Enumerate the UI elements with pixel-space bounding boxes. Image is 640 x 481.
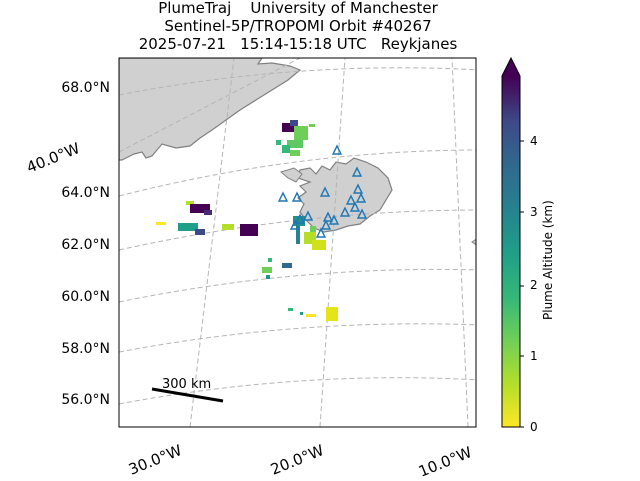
plume-patch [287, 140, 303, 148]
volcano-triangle-icon [294, 213, 306, 224]
latitude-label: 64.0°N [61, 185, 110, 201]
latitude-label: 58.0°N [61, 341, 110, 357]
plume-patch [266, 275, 270, 279]
volcano-triangle-icon [356, 208, 368, 219]
volcano-triangle-icon [328, 214, 340, 225]
scale-bar [151, 387, 224, 403]
plume-patch [268, 258, 272, 262]
volcano-triangle-icon [320, 219, 332, 230]
volcano-triangle-icon [349, 201, 361, 212]
volcano-triangle-icon [315, 227, 327, 238]
volcano-triangle-icon [322, 211, 334, 222]
plume-patch [294, 126, 308, 140]
map-frame [118, 57, 477, 428]
plume-patch [240, 224, 258, 236]
greenland-landmass [119, 58, 302, 161]
plume-patch [312, 240, 326, 250]
map-title-line-1: PlumeTraj University of Manchester [158, 0, 438, 17]
plume-patch [262, 267, 272, 273]
colorbar-axis-label: Plume Altitude (km) [541, 200, 555, 320]
latitude-label: 68.0°N [61, 80, 110, 96]
volcano-triangle-icon [351, 166, 363, 177]
plume-patch [290, 150, 300, 156]
latitude-gridlines [119, 67, 476, 405]
plume-patch [296, 226, 300, 244]
plume-patch [288, 308, 293, 311]
colorbar-tick-label: 4 [530, 134, 538, 148]
plume-patch [178, 223, 198, 231]
latitude-label: 60.0°N [61, 289, 110, 305]
latitude-label: 62.0°N [61, 237, 110, 253]
colorbar-gradient [502, 76, 520, 427]
plume-patch [190, 204, 210, 213]
volcano-triangle-icon [289, 219, 301, 230]
volcano-triangle-icon [339, 206, 351, 217]
plume-patch [282, 263, 292, 268]
colorbar-tick-label: 1 [530, 349, 538, 363]
volcano-triangle-icon [291, 191, 303, 202]
volcano-triangle-icon [352, 183, 364, 194]
plume-patch [186, 201, 194, 205]
colorbar-extend-arrow [502, 58, 520, 76]
plume-patch [300, 312, 303, 315]
map-area [119, 58, 476, 427]
map-title-line-3: 2025-07-21 15:14-15:18 UTC Reykjanes [138, 35, 458, 53]
plume-patch [310, 226, 316, 232]
map-title-line-2: Sentinel-5P/TROPOMI Orbit #40267 [164, 17, 432, 35]
latitude-label: 56.0°N [61, 392, 110, 408]
plume-patch [204, 210, 212, 215]
plume-patch [306, 314, 316, 317]
volcano-triangle-icon [277, 191, 289, 202]
volcano-triangle-icon [302, 210, 314, 221]
plume-patch [276, 140, 281, 145]
plume-patch [293, 216, 305, 226]
plume-patch [222, 224, 234, 230]
plume-patch [195, 229, 205, 235]
plume-patch [326, 307, 338, 321]
volcano-triangle-icon [345, 194, 357, 205]
colorbar-tick-label: 3 [530, 205, 538, 219]
colorbar-tick-label: 2 [530, 278, 538, 292]
plume-pixels [156, 120, 338, 321]
volcano-triangle-icon [331, 144, 343, 155]
plume-patch [282, 145, 290, 153]
plume-patch [309, 124, 315, 127]
plume-patch [156, 222, 166, 225]
volcano-triangle-icon [319, 186, 331, 197]
volcano-triangle-icon [355, 192, 367, 203]
colorbar-tick-label: 0 [530, 420, 538, 434]
scale-bar-label: 300 km [162, 377, 212, 392]
volcano-markers [277, 144, 368, 238]
colorbar [501, 56, 524, 428]
longitude-gridlines [119, 58, 469, 427]
plume-patch [290, 120, 298, 126]
plume-patch [282, 123, 296, 132]
